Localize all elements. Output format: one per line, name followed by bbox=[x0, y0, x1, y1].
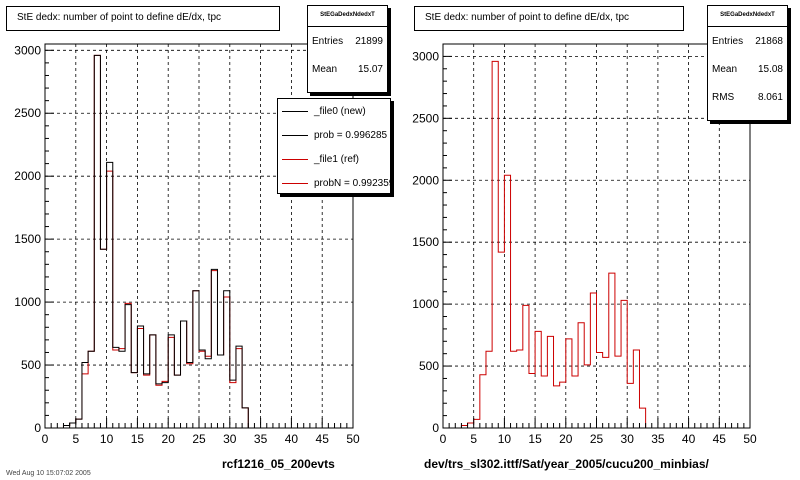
right-stats-title: StEGaDedxNdedxT bbox=[708, 6, 787, 27]
right-chart-title: StE dedx: number of point to define dE/d… bbox=[425, 12, 630, 23]
stat-value: 15.08 bbox=[757, 63, 783, 75]
stat-label: Mean bbox=[312, 63, 338, 75]
footer-timestamp: Wed Aug 10 15:07:02 2005 bbox=[6, 470, 91, 477]
left-legend: _file0 (new) prob = 0.996285 _file1 (ref… bbox=[277, 98, 391, 194]
left-chart-title: StE dedx: number of point to define dE/d… bbox=[17, 12, 222, 23]
y-tick-label: 0 bbox=[432, 421, 439, 435]
x-tick-label: 15 bbox=[131, 432, 145, 446]
x-tick-label: 15 bbox=[528, 432, 542, 446]
right-stat-mean: Mean 15.08 bbox=[708, 55, 787, 83]
x-tick-label: 30 bbox=[621, 432, 635, 446]
y-tick-label: 1500 bbox=[412, 235, 439, 249]
y-tick-label: 2500 bbox=[412, 111, 439, 125]
legend-label: _file1 (ref) bbox=[314, 153, 360, 165]
x-tick-label: 50 bbox=[743, 432, 757, 446]
right-stat-entries: Entries 21868 bbox=[708, 27, 787, 55]
x-tick-label: 30 bbox=[223, 432, 237, 446]
x-tick-label: 50 bbox=[346, 432, 360, 446]
x-tick-label: 5 bbox=[72, 432, 79, 446]
x-tick-label: 20 bbox=[162, 432, 176, 446]
y-tick-label: 1500 bbox=[14, 232, 41, 246]
y-tick-label: 3000 bbox=[412, 49, 439, 63]
x-tick-label: 40 bbox=[285, 432, 299, 446]
y-tick-label: 3000 bbox=[14, 43, 41, 57]
legend-line-black bbox=[282, 110, 308, 112]
stat-value: 21899 bbox=[355, 35, 383, 47]
left-stat-mean: Mean 15.07 bbox=[308, 55, 387, 83]
y-tick-label: 500 bbox=[21, 358, 41, 372]
x-tick-label: 40 bbox=[682, 432, 696, 446]
y-tick-label: 1000 bbox=[412, 297, 439, 311]
x-tick-label: 10 bbox=[100, 432, 114, 446]
legend-entry: _file0 (new) bbox=[278, 99, 390, 123]
stat-label: RMS bbox=[712, 91, 735, 103]
x-tick-label: 25 bbox=[192, 432, 206, 446]
legend-entry: probN = 0.992359 bbox=[278, 171, 391, 193]
right-title-box: StE dedx: number of point to define dE/d… bbox=[414, 6, 684, 31]
y-tick-label: 1000 bbox=[14, 295, 41, 309]
x-tick-label: 45 bbox=[316, 432, 330, 446]
y-tick-label: 2000 bbox=[412, 173, 439, 187]
left-stat-entries: Entries 21899 bbox=[308, 27, 387, 55]
legend-label: prob = 0.996285 bbox=[314, 129, 388, 141]
stat-value: 21868 bbox=[755, 35, 783, 47]
left-stats-box: StEGaDedxNdedxT Entries 21899 Mean 15.07 bbox=[307, 5, 388, 93]
legend-line-black bbox=[282, 134, 308, 136]
right-stats-box: StEGaDedxNdedxT Entries 21868 Mean 15.08… bbox=[707, 5, 788, 121]
legend-entry: prob = 0.996285 bbox=[278, 123, 390, 147]
right-histogram-panel: 0 5 10 15 20 25 30 35 40 45 5005001000150020002500… bbox=[412, 43, 757, 446]
y-tick-label: 2500 bbox=[14, 106, 41, 120]
right-bottom-label: dev/trs_sl302.ittf/Sat/year_2005/cucu200… bbox=[424, 457, 709, 471]
x-tick-label: 0 bbox=[440, 432, 447, 446]
x-tick-label: 45 bbox=[713, 432, 727, 446]
left-stats-title: StEGaDedxNdedxT bbox=[308, 6, 387, 27]
legend-line-red bbox=[282, 158, 308, 160]
y-tick-label: 2000 bbox=[14, 169, 41, 183]
x-tick-label: 10 bbox=[498, 432, 512, 446]
legend-label: _file0 (new) bbox=[314, 105, 366, 117]
legend-line-red bbox=[282, 182, 308, 184]
stat-label: Entries bbox=[312, 35, 344, 47]
x-tick-label: 35 bbox=[651, 432, 665, 446]
y-tick-label: 500 bbox=[419, 359, 439, 373]
x-tick-label: 25 bbox=[590, 432, 604, 446]
right-stat-rms: RMS 8.061 bbox=[708, 83, 787, 111]
stat-value: 15.07 bbox=[357, 63, 383, 75]
x-tick-label: 20 bbox=[559, 432, 573, 446]
left-histogram-panel: 0 5 10 15 20 25 30 35 40 45 5005001000150020002500… bbox=[14, 43, 360, 446]
y-tick-label: 0 bbox=[34, 421, 41, 435]
stat-value: 8.061 bbox=[757, 91, 783, 103]
left-bottom-label: rcf1216_05_200evts bbox=[222, 457, 335, 471]
legend-entry: _file1 (ref) bbox=[278, 147, 390, 171]
stat-label: Entries bbox=[712, 35, 744, 47]
x-tick-label: 35 bbox=[254, 432, 268, 446]
left-title-box: StE dedx: number of point to define dE/d… bbox=[6, 6, 280, 31]
x-tick-label: 5 bbox=[470, 432, 477, 446]
stat-label: Mean bbox=[712, 63, 738, 75]
x-tick-label: 0 bbox=[42, 432, 49, 446]
legend-label: probN = 0.992359 bbox=[314, 177, 391, 189]
